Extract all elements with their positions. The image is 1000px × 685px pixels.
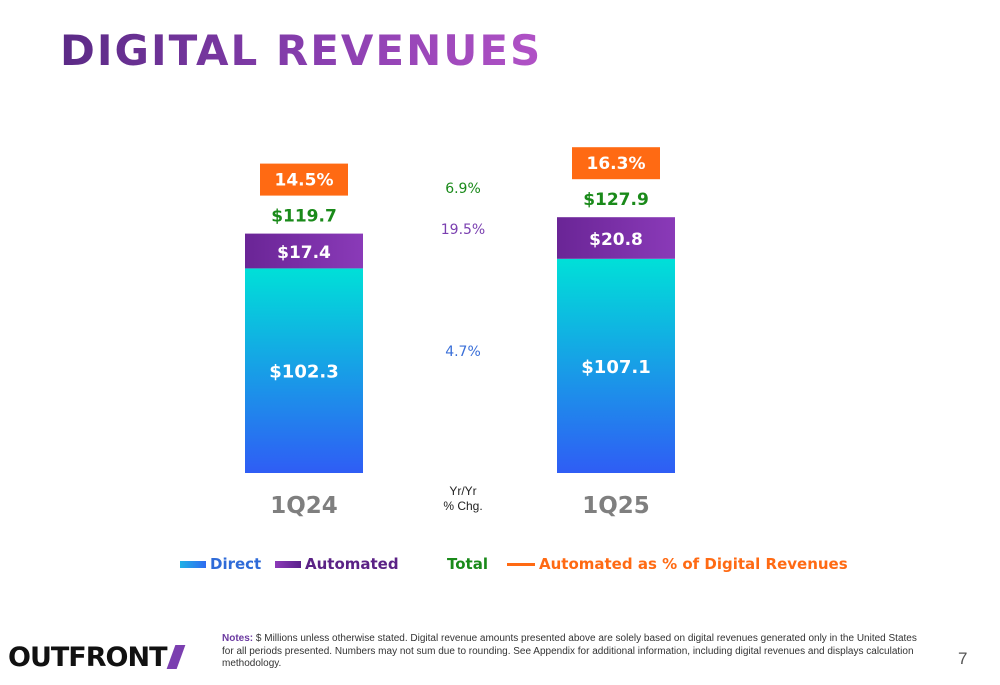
page-title: DIGITAL REVENUES (60, 26, 543, 75)
footnote-label: Notes: (222, 633, 254, 644)
yoy-direct-change: 4.7% (445, 344, 481, 360)
page-number: 7 (958, 649, 968, 668)
logo-text: OUTFRONT (8, 642, 167, 673)
label-pct-1Q24: 14.5% (275, 171, 334, 191)
bar-direct-1Q24 (245, 268, 363, 473)
yoy-header-line2: % Chg. (443, 499, 482, 513)
label-direct-1Q25: $107.1 (581, 357, 650, 378)
footnote-text: $ Millions unless otherwise stated. Digi… (222, 633, 917, 669)
outfront-logo: OUTFRONT (8, 642, 185, 673)
pct-box-1Q25 (572, 147, 660, 180)
logo-slash-mark (166, 645, 185, 669)
category-label-1Q25: 1Q25 (582, 493, 650, 519)
legend-pct-swatch (507, 563, 535, 566)
yoy-total-change: 6.9% (445, 181, 481, 197)
label-automated-1Q24: $17.4 (277, 243, 331, 263)
legend-direct: Direct (180, 554, 261, 574)
label-total-1Q25: $127.9 (583, 190, 649, 210)
legend-pct: Automated as % of Digital Revenues (507, 554, 848, 574)
stacked-bar-chart: $102.3 $17.4 $119.7 14.5% 1Q24 $107.1 $20.8 $12… (245, 147, 675, 519)
label-pct-1Q25: 16.3% (587, 154, 646, 174)
legend-total-label: Total (447, 555, 488, 573)
yoy-header-line1: Yr/Yr (449, 484, 476, 498)
legend-pct-label: Automated as % of Digital Revenues (539, 555, 848, 573)
legend-total: Total (447, 554, 488, 574)
legend-automated-label: Automated (305, 555, 399, 573)
pct-box-1Q24 (260, 163, 348, 196)
bar-direct-1Q25 (557, 258, 675, 473)
chart-legend: Direct Automated Total Automated as % of… (0, 554, 1000, 576)
label-total-1Q24: $119.7 (271, 207, 337, 227)
bar-automated-1Q24 (245, 233, 363, 269)
label-direct-1Q24: $102.3 (269, 362, 338, 383)
bar-automated-1Q25 (557, 217, 675, 259)
category-label-1Q24: 1Q24 (270, 493, 338, 519)
label-automated-1Q25: $20.8 (589, 230, 643, 250)
yoy-automated-change: 19.5% (441, 222, 485, 238)
footnote: Notes: $ Millions unless otherwise state… (222, 633, 922, 671)
legend-automated-swatch (275, 561, 301, 568)
legend-automated: Automated (275, 554, 399, 574)
legend-direct-label: Direct (210, 555, 262, 573)
legend-direct-swatch (180, 561, 206, 568)
